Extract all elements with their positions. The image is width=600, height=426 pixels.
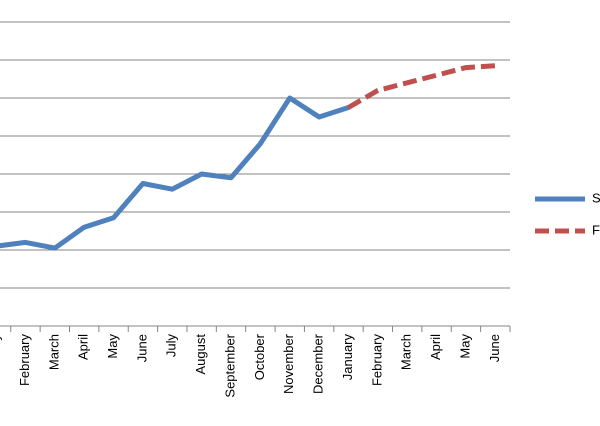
x-tick-label: April [76,334,91,360]
series-line [0,95,351,251]
x-tick-label: February [369,334,384,387]
x-tick-label: June [487,334,502,362]
x-tick-label: October [252,333,267,380]
x-tick-label: May [105,334,120,359]
legend-label: S [592,190,600,205]
legend-label: F [592,222,600,237]
x-tick-label: May [457,334,472,359]
x-tick-label: November [281,333,296,394]
x-tick-label: January [0,334,3,381]
x-tick-label: April [428,334,443,360]
x-tick-label: December [311,333,326,394]
x-tick-label: September [222,333,237,397]
x-tick-label: June [134,334,149,362]
x-tick-label: March [399,334,414,370]
x-tick-label: February [17,334,32,387]
x-tick-label: January [340,334,355,381]
x-tick-label: July [164,334,179,358]
series-line [347,63,496,110]
x-tick-label: August [193,334,208,375]
x-tick-label: March [46,334,61,370]
